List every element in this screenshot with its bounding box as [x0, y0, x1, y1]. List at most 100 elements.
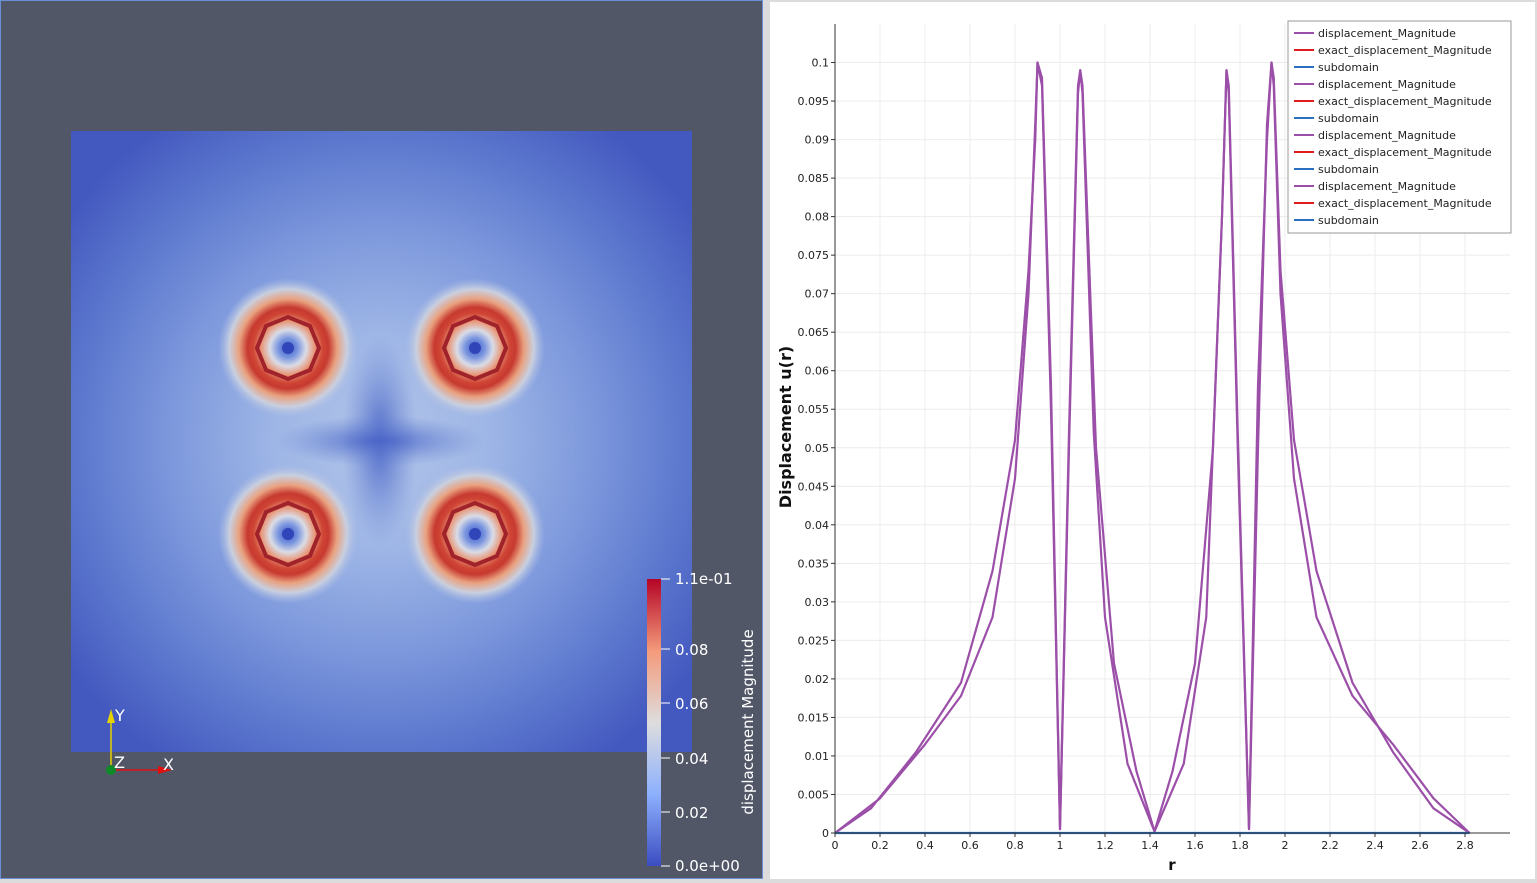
data-point [1205, 616, 1207, 618]
data-point [1068, 431, 1070, 433]
y-tick-label: 0.04 [805, 519, 830, 532]
line-chart[interactable]: 0 0.2 0.4 0.6 0.8 1 1.2 1.4 1.6 1.8 2 2.2 2.4 2.6 2.8 … [770, 2, 1535, 879]
y-tick-label: 0.065 [798, 326, 830, 339]
legend-box [1287, 20, 1512, 234]
displacement-ring-bottom-left [218, 464, 358, 604]
data-point [991, 616, 994, 618]
data-point [1093, 431, 1095, 433]
legend-entry: subdomain [1318, 112, 1379, 125]
render-canvas[interactable]: Y Z X 1.1e-01 0.08 0.06 0.04 0.02 0.0e+0… [1, 1, 763, 879]
data-point [1036, 61, 1039, 64]
y-tick-label: 0.075 [798, 249, 830, 262]
data-point [1432, 797, 1435, 799]
data-point [1014, 477, 1016, 480]
data-point [1392, 743, 1394, 745]
data-point [1153, 830, 1156, 833]
data-point [1266, 138, 1268, 141]
data-point [1077, 85, 1079, 87]
data-point [1237, 431, 1239, 433]
colorbar-tick-label: 0.04 [675, 750, 708, 768]
y-axis-label: Y [114, 706, 125, 725]
data-point [1279, 293, 1282, 295]
data-point [991, 570, 994, 572]
y-tick-label: 0.08 [805, 211, 830, 224]
data-point [1050, 385, 1052, 387]
data-point [1113, 662, 1115, 665]
y-tick-label: 0.03 [805, 596, 830, 609]
data-point [1183, 763, 1185, 765]
legend-entry: exact_displacement_Magnitude [1318, 146, 1492, 159]
data-point [1351, 695, 1354, 697]
render-view[interactable]: Y Z X 1.1e-01 0.08 0.06 0.04 0.02 0.0e+0… [0, 0, 763, 879]
y-tick-label: 0.035 [798, 557, 830, 570]
y-tick-label: 0.01 [805, 750, 830, 763]
data-point [1059, 828, 1061, 830]
legend[interactable]: displacement_Magnitude exact_displacement… [1287, 20, 1512, 234]
z-axis-label: Z [114, 753, 125, 772]
y-tick-label: 0.095 [798, 95, 830, 108]
z-axis-dot-icon [106, 765, 116, 775]
legend-entry: exact_displacement_Magnitude [1318, 95, 1492, 108]
data-point [960, 682, 962, 684]
data-point [1194, 662, 1196, 665]
data-point [1104, 616, 1106, 618]
color-legend[interactable]: 1.1e-01 0.08 0.06 0.04 0.02 0.0e+00 disp… [647, 570, 757, 875]
x-tick-label: 1.8 [1231, 839, 1249, 852]
y-tick-label: 0 [822, 827, 829, 840]
data-point [1081, 85, 1084, 87]
data-point [1126, 763, 1129, 765]
data-point [1221, 216, 1223, 218]
colorbar-tick-label: 1.1e-01 [675, 570, 733, 588]
y-tick-label: 0.055 [798, 403, 830, 416]
data-point [1315, 570, 1318, 572]
x-tick-label: 2.2 [1321, 839, 1339, 852]
colorbar-tick-label: 0.0e+00 [675, 857, 740, 875]
cross-horizontal-trough [275, 415, 485, 467]
x-tick-label: 1.2 [1096, 839, 1114, 852]
data-point [1212, 447, 1214, 449]
x-tick-label: 2.6 [1411, 839, 1429, 852]
displacement-ring-top-left [218, 278, 358, 418]
line-chart-view[interactable]: 0 0.2 0.4 0.6 0.8 1 1.2 1.4 1.6 1.8 2 2.2 2.4 2.6 2.8 … [770, 2, 1535, 879]
x-tick-label: 0 [832, 839, 839, 852]
legend-entry: displacement_Magnitude [1318, 180, 1456, 193]
x-tick-label: 0.6 [961, 839, 979, 852]
data-point [1248, 828, 1250, 830]
x-tick-label: 2 [1282, 839, 1289, 852]
data-point [915, 751, 917, 753]
axes [834, 24, 1510, 834]
data-point [924, 743, 926, 745]
x-tick-label: 0.4 [916, 839, 934, 852]
displacement-ring-top-right [405, 278, 545, 418]
colorbar-tick-label: 0.06 [675, 695, 708, 713]
y-tick-label: 0.015 [798, 711, 830, 724]
legend-entry: exact_displacement_Magnitude [1318, 197, 1492, 210]
x-tick-label: 0.8 [1006, 839, 1024, 852]
displacement-ring-bottom-right [405, 464, 545, 604]
data-point [1270, 61, 1273, 64]
data-point [1014, 439, 1016, 441]
x-tick-label: 0.2 [871, 839, 889, 852]
orientation-axes: Y Z X [106, 706, 174, 775]
data-point [1225, 69, 1228, 71]
x-tick-label: 2.4 [1366, 839, 1384, 852]
data-point [1034, 138, 1036, 141]
data-point [1432, 807, 1435, 809]
data-point [1041, 77, 1043, 79]
y-tick-label: 0.07 [805, 288, 830, 301]
colorbar [647, 579, 661, 866]
legend-entry: subdomain [1318, 163, 1379, 176]
data-point [1027, 269, 1030, 272]
data-point [1135, 770, 1138, 772]
legend-entry: displacement_Magnitude [1318, 27, 1456, 40]
data-point [1293, 477, 1295, 480]
y-tick-label: 0.06 [805, 365, 830, 378]
x-axis-label: X [163, 755, 174, 774]
y-tick-label: 0.1 [812, 57, 830, 70]
legend-entry: exact_displacement_Magnitude [1318, 44, 1492, 57]
x-axis-arrow-icon [158, 766, 172, 774]
y-ticks: 0 0.005 0.01 0.015 0.02 0.025 0.03 0.035 0.04 0.0… [798, 57, 835, 840]
x-tick-label: 1.6 [1186, 839, 1204, 852]
data-point [1228, 85, 1230, 87]
data-point [960, 695, 962, 697]
